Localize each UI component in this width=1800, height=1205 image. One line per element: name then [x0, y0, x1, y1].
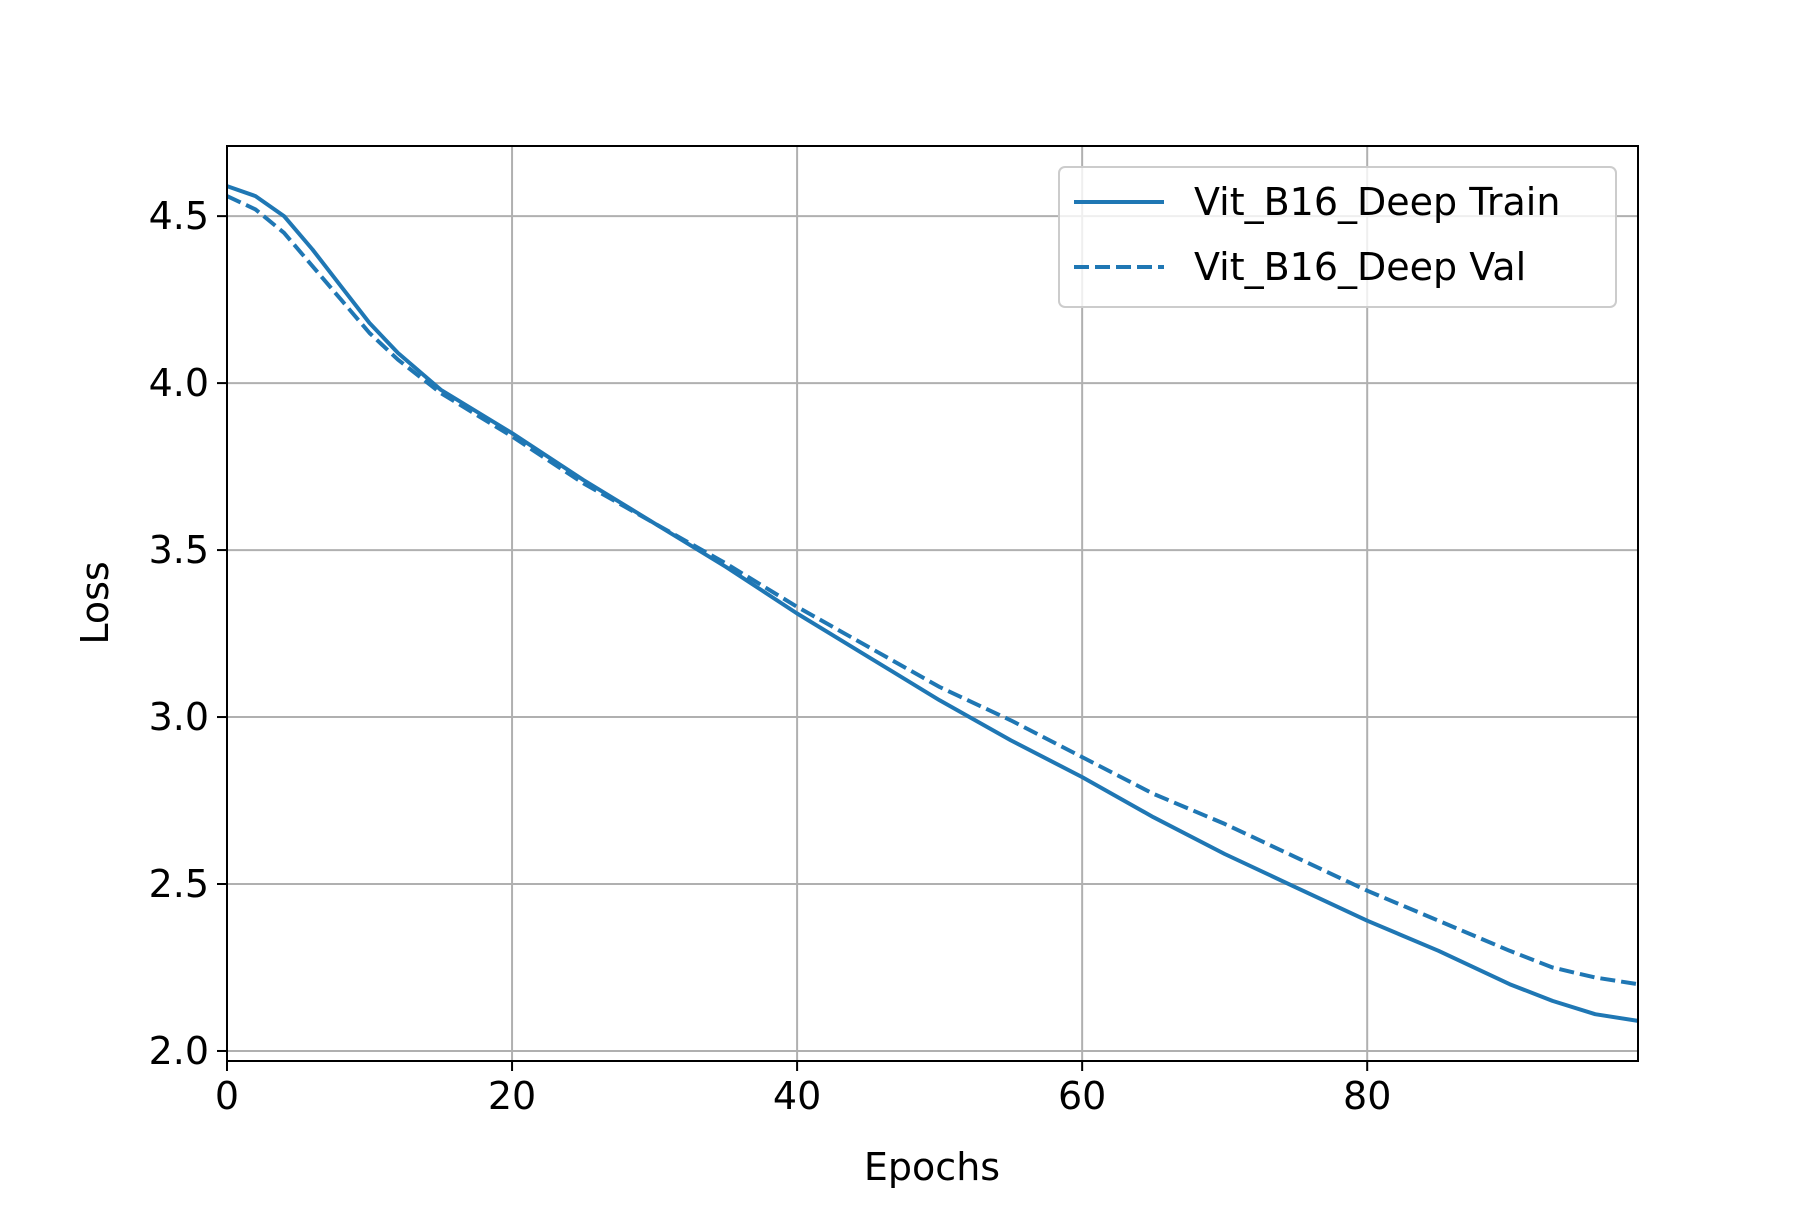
- y-tick-label: 2.5: [149, 862, 209, 906]
- y-tick-label: 4.0: [149, 361, 209, 405]
- legend-box: [1058, 166, 1617, 308]
- y-axis-label: Loss: [73, 561, 117, 644]
- y-axis-ticks: 2.0 2.5 3.0 3.5 4.0 4.5: [149, 194, 227, 1073]
- plot-frame: [226, 145, 1639, 1062]
- train-loss-line: [226, 184, 1639, 1023]
- x-tick-label: 80: [1343, 1074, 1391, 1118]
- series-lines: [226, 184, 1639, 1023]
- x-tick-label: 60: [1058, 1074, 1106, 1118]
- x-tick-label: 0: [215, 1074, 239, 1118]
- legend-train-label: Vit_B16_Deep Train: [1194, 180, 1560, 224]
- x-tick-label: 20: [488, 1074, 536, 1118]
- grid: [226, 146, 1638, 1061]
- y-tick-label: 2.0: [149, 1029, 209, 1073]
- y-tick-label: 3.0: [149, 695, 209, 739]
- x-tick-label: 40: [773, 1074, 821, 1118]
- y-tick-label: 4.5: [149, 194, 209, 238]
- y-tick-label: 3.5: [149, 528, 209, 572]
- x-axis-ticks: 0 20 40 60 80: [215, 1061, 1391, 1118]
- val-loss-line: [226, 194, 1639, 987]
- x-axis-label: Epochs: [864, 1145, 1000, 1189]
- legend: Vit_B16_Deep Train Vit_B16_Deep Val: [1058, 166, 1617, 308]
- legend-val-label: Vit_B16_Deep Val: [1194, 245, 1526, 289]
